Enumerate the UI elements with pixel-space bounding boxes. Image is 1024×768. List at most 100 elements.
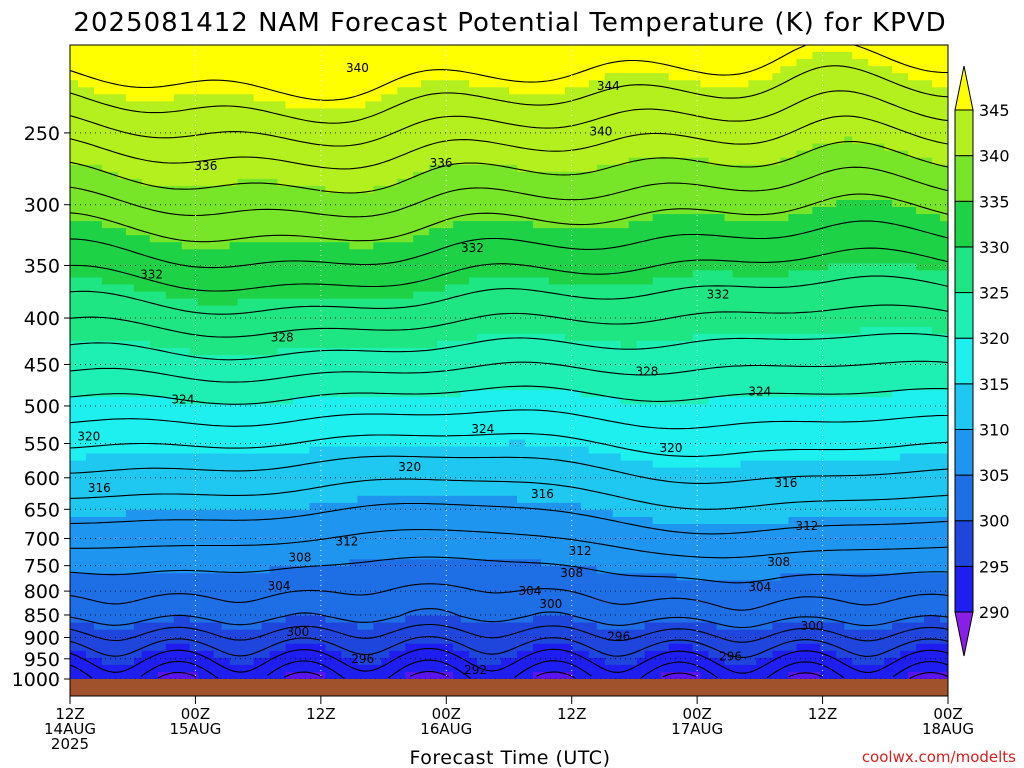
band-cell (93, 73, 103, 81)
band-cell (540, 354, 550, 363)
band-cell (293, 143, 303, 152)
band-cell (636, 347, 646, 356)
band-cell (636, 312, 646, 321)
band-cell (205, 171, 215, 180)
band-cell (469, 171, 478, 180)
band-cell (660, 249, 670, 257)
band-cell (564, 73, 574, 81)
band-cell (732, 136, 742, 145)
band-cell (277, 207, 287, 215)
band-cell (429, 136, 438, 145)
band-cell (772, 87, 781, 95)
band-cell (301, 80, 311, 88)
band-cell (644, 87, 654, 95)
band-cell (756, 178, 766, 187)
band-cell (317, 94, 327, 102)
band-cell (70, 73, 79, 81)
band-cell (652, 157, 662, 166)
band-cell (413, 256, 422, 264)
band-cell (532, 256, 542, 264)
band-cell (453, 66, 462, 74)
band-cell (876, 45, 885, 53)
band-cell (884, 66, 893, 74)
band-cell (524, 333, 534, 342)
band-cell (309, 263, 319, 272)
band-cell (900, 312, 909, 321)
band-cell (572, 45, 582, 53)
band-cell (708, 228, 718, 236)
band-cell (652, 235, 662, 243)
band-cell (221, 249, 231, 257)
band-cell (70, 164, 79, 173)
band-cell (333, 122, 342, 131)
band-cell (844, 256, 853, 264)
band-cell (93, 87, 103, 95)
band-cell (453, 228, 462, 236)
band-cell (389, 214, 398, 222)
band-cell (509, 256, 518, 264)
band-cell (357, 150, 366, 159)
band-cell (860, 73, 869, 81)
band-cell (405, 199, 414, 208)
band-cell (516, 52, 526, 60)
band-cell (564, 214, 574, 222)
band-cell (772, 171, 781, 180)
band-cell (309, 242, 319, 250)
band-cell (453, 157, 462, 166)
band-cell (341, 333, 350, 342)
band-cell (149, 270, 159, 279)
band-cell (133, 73, 143, 81)
band-cell (924, 291, 933, 300)
band-cell (764, 340, 773, 349)
band-cell (636, 284, 646, 293)
band-cell (389, 256, 398, 264)
band-cell (245, 347, 255, 356)
band-cell (109, 347, 119, 356)
band-cell (604, 185, 614, 194)
band-cell (173, 277, 183, 286)
band-cell (940, 45, 948, 53)
band-cell (501, 94, 510, 102)
band-cell (341, 362, 350, 370)
band-cell (125, 80, 135, 88)
band-cell (828, 256, 837, 264)
band-cell (932, 59, 941, 67)
band-cell (493, 298, 502, 307)
band-cell (229, 178, 239, 187)
band-cell (477, 115, 486, 124)
band-cell (397, 80, 406, 88)
band-cell (365, 157, 374, 166)
band-cell (501, 73, 510, 81)
band-cell (708, 354, 718, 363)
band-cell (149, 319, 159, 328)
band-cell (125, 87, 135, 95)
band-cell (580, 207, 590, 215)
band-cell (860, 284, 869, 293)
band-cell (940, 164, 948, 173)
band-cell (477, 347, 486, 356)
band-cell (852, 101, 861, 109)
band-cell (373, 291, 382, 300)
band-cell (77, 319, 87, 328)
band-cell (477, 171, 486, 180)
band-cell (548, 150, 558, 159)
band-cell (916, 185, 925, 194)
band-cell (453, 284, 462, 293)
band-cell (692, 235, 702, 243)
band-cell (924, 221, 933, 229)
band-cell (101, 263, 111, 272)
band-cell (620, 66, 630, 74)
band-cell (572, 150, 582, 159)
band-cell (756, 45, 766, 53)
band-cell (365, 340, 374, 349)
band-cell (157, 66, 167, 74)
band-cell (253, 228, 263, 236)
band-cell (269, 362, 279, 370)
band-cell (884, 263, 893, 272)
band-cell (133, 143, 143, 152)
band-cell (325, 354, 334, 363)
band-cell (932, 326, 941, 335)
band-cell (70, 347, 79, 356)
band-cell (572, 242, 582, 250)
band-cell (205, 87, 215, 95)
